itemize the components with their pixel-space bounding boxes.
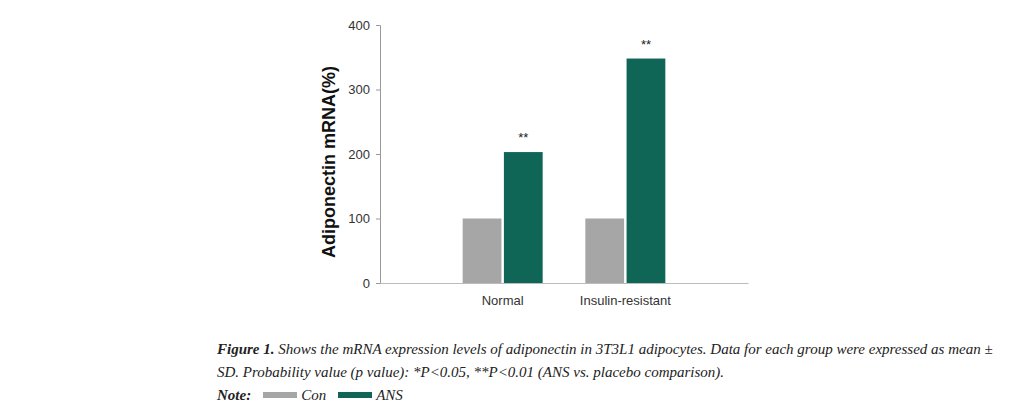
- x-tick: Insulin-resistant: [580, 283, 671, 308]
- caption-label: Figure 1.: [217, 341, 275, 357]
- y-tick: 100: [348, 211, 380, 226]
- y-tick: 200: [348, 147, 380, 162]
- y-axis-line: [376, 26, 381, 284]
- legend-entry: ANS: [376, 387, 403, 403]
- y-tick-label: 400: [348, 18, 370, 33]
- legend-label: Note:: [217, 387, 251, 403]
- bar: [504, 152, 543, 283]
- caption: Figure 1. Shows the mRNA expression leve…: [217, 338, 1017, 407]
- significance-mark: **: [641, 37, 651, 52]
- bars: [463, 59, 666, 283]
- y-tick: 300: [348, 82, 380, 97]
- y-tick: 0: [363, 276, 380, 291]
- caption-text: Shows the mRNA expression levels of adip…: [217, 341, 993, 380]
- bar: [463, 219, 502, 284]
- y-axis: 0 100 200 300 400: [348, 18, 380, 291]
- x-axis: Normal Insulin-resistant: [381, 283, 749, 308]
- y-tick-label: 200: [348, 147, 370, 162]
- x-axis-line: [381, 283, 749, 284]
- legend-entry: Con: [301, 387, 326, 403]
- legend: Note: Con ANS: [217, 384, 1017, 407]
- y-tick-label: 300: [348, 82, 370, 97]
- legend-swatch: [263, 392, 297, 398]
- y-tick: 400: [348, 18, 380, 33]
- y-axis-title: Adiponectin mRNA(%): [319, 66, 339, 258]
- y-tick-label: 100: [348, 211, 370, 226]
- y-tick-label: 0: [363, 276, 370, 291]
- y-tick-mark: [376, 90, 380, 91]
- y-tick-mark: [376, 219, 380, 220]
- x-tick-label: Insulin-resistant: [580, 293, 671, 308]
- bar: [585, 219, 624, 284]
- y-tick-mark: [376, 283, 380, 284]
- y-tick-mark: [376, 154, 380, 155]
- x-tick: Normal: [482, 283, 524, 308]
- bar: [627, 59, 666, 283]
- y-tick-mark: [376, 25, 380, 26]
- x-tick-label: Normal: [482, 293, 524, 308]
- significance-mark: **: [518, 130, 528, 145]
- legend-swatch: [338, 392, 372, 398]
